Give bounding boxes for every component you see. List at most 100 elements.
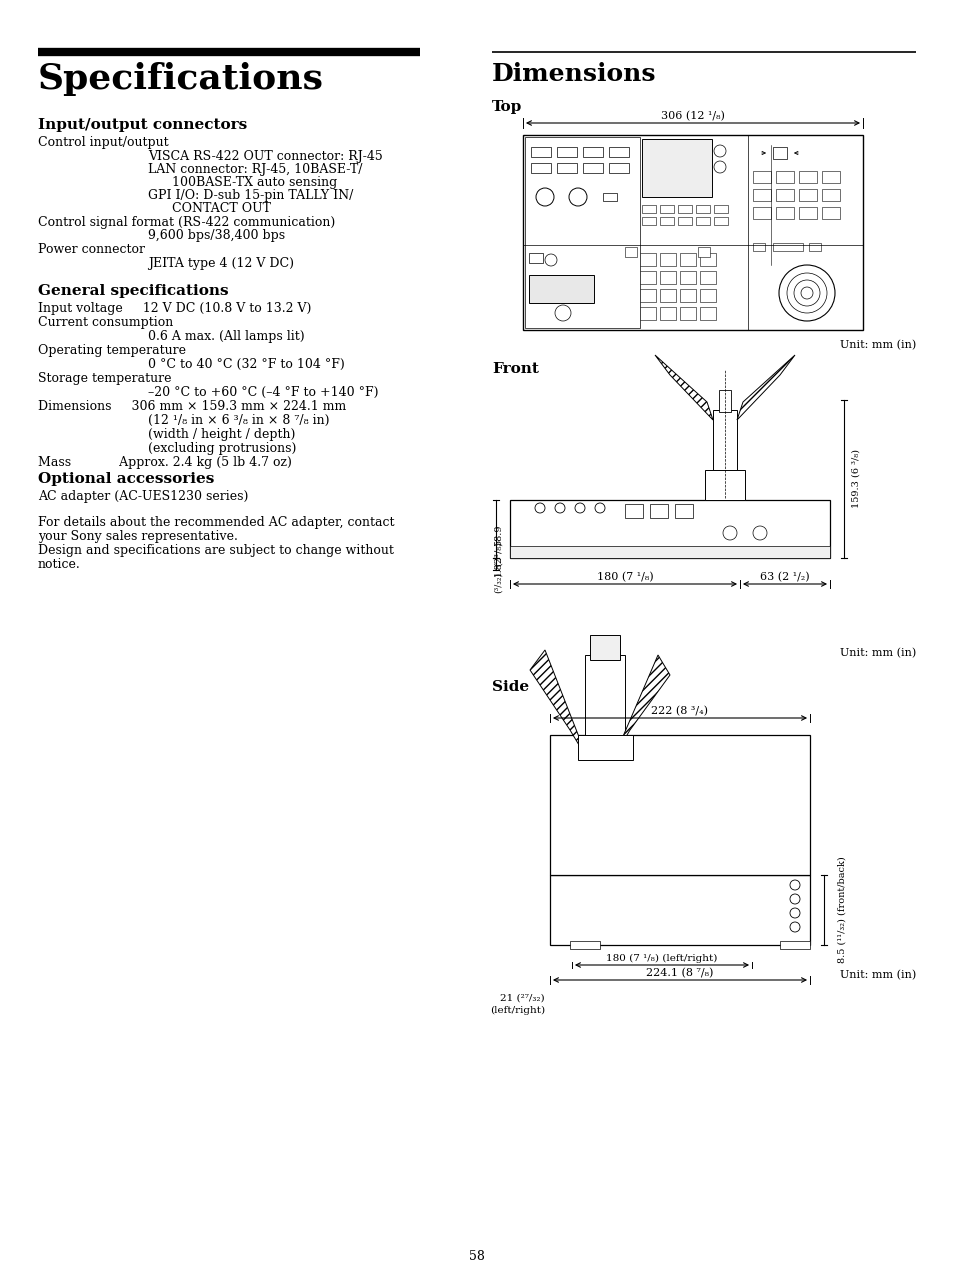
Bar [713,217,727,225]
Text: LAN connector: RJ-45, 10BASE-T/: LAN connector: RJ-45, 10BASE-T/ [148,163,362,176]
Circle shape [789,922,800,933]
Text: (excluding protrusions): (excluding protrusions) [148,442,296,455]
Bar [675,505,692,519]
Bar [557,163,577,173]
Circle shape [555,503,564,513]
Bar [659,307,676,320]
Bar [679,289,696,302]
Bar [696,217,709,225]
Polygon shape [737,355,794,420]
Bar [602,192,617,201]
Bar [799,189,816,201]
Text: 8.5 (¹¹/₃₂) (front/back): 8.5 (¹¹/₃₂) (front/back) [837,856,845,963]
Text: 63 (2 ¹/₂): 63 (2 ¹/₂) [760,572,809,582]
Bar [639,307,656,320]
Bar [719,390,730,412]
Bar [510,499,829,558]
Bar [700,271,716,284]
Bar [775,206,793,219]
Text: JEITA type 4 (12 V DC): JEITA type 4 (12 V DC) [148,257,294,270]
Text: Control input/output: Control input/output [38,136,169,149]
Text: CONTACT OUT: CONTACT OUT [172,203,271,215]
Text: Input/output connectors: Input/output connectors [38,118,247,132]
Text: Dimensions: Dimensions [492,62,656,87]
Text: 224.1 (8 ⁷/₈): 224.1 (8 ⁷/₈) [645,968,713,978]
Bar [679,307,696,320]
Text: Mass            Approx. 2.4 kg (5 lb 4.7 oz): Mass Approx. 2.4 kg (5 lb 4.7 oz) [38,456,292,469]
Bar [772,147,786,159]
Text: 0.6 A max. (All lamps lit): 0.6 A max. (All lamps lit) [148,330,304,343]
Bar [775,189,793,201]
Text: –20 °C to +60 °C (–4 °F to +140 °F): –20 °C to +60 °C (–4 °F to +140 °F) [148,386,378,399]
Text: GPI I/O: D-sub 15-pin TALLY IN/: GPI I/O: D-sub 15-pin TALLY IN/ [148,189,353,203]
Polygon shape [655,355,712,420]
Bar [799,171,816,183]
Circle shape [555,304,571,321]
Text: (width / height / depth): (width / height / depth) [148,428,295,441]
Bar [713,205,727,213]
Bar [557,147,577,157]
Text: Optional accessories: Optional accessories [38,471,214,485]
Bar [584,655,624,745]
Bar [659,217,673,225]
Text: Power connector: Power connector [38,243,145,256]
Text: Storage temperature: Storage temperature [38,372,172,385]
Bar [531,163,551,173]
Bar [608,147,628,157]
Text: 58: 58 [469,1250,484,1263]
Bar [649,505,667,519]
Bar [752,171,770,183]
Polygon shape [530,650,587,761]
Bar [659,254,676,266]
Bar [582,147,602,157]
Text: Operating temperature: Operating temperature [38,344,186,357]
Text: (2³/₈): (2³/₈) [494,541,502,566]
Text: Specifications: Specifications [38,62,324,96]
Text: 180 (7 ¹/₈): 180 (7 ¹/₈) [596,572,653,582]
Bar [752,189,770,201]
Circle shape [568,189,586,206]
Bar [698,247,709,257]
Circle shape [793,280,820,306]
Bar [624,505,642,519]
Text: Dimensions     306 mm × 159.3 mm × 224.1 mm: Dimensions 306 mm × 159.3 mm × 224.1 mm [38,400,346,413]
Bar [569,941,599,949]
Text: (12 ¹/₈ in × 6 ³/₈ in × 8 ⁷/₈ in): (12 ¹/₈ in × 6 ³/₈ in × 8 ⁷/₈ in) [148,414,329,427]
Circle shape [544,254,557,266]
Text: For details about the recommended AC adapter, contact: For details about the recommended AC ada… [38,516,395,529]
Text: 159.3 (6 ³/₈): 159.3 (6 ³/₈) [851,450,860,508]
Bar [821,171,840,183]
Bar [679,254,696,266]
Bar [775,171,793,183]
Bar [696,205,709,213]
Circle shape [535,503,544,513]
Circle shape [786,273,826,313]
Bar [679,271,696,284]
Text: AC adapter (AC-UES1230 series): AC adapter (AC-UES1230 series) [38,490,248,503]
Bar [529,254,542,262]
Text: Design and specifications are subject to change without: Design and specifications are subject to… [38,544,394,557]
Text: Unit: mm (in): Unit: mm (in) [839,648,915,659]
Bar [524,138,639,327]
Bar [641,217,656,225]
Text: 306 (12 ¹/₈): 306 (12 ¹/₈) [660,111,724,121]
Text: Control signal format (RS-422 communication): Control signal format (RS-422 communicat… [38,217,335,229]
Bar [704,470,744,499]
Bar [639,289,656,302]
Circle shape [713,161,725,173]
Circle shape [575,503,584,513]
Bar [712,410,737,470]
Bar [550,875,809,945]
Bar [678,205,691,213]
Text: your Sony sales representative.: your Sony sales representative. [38,530,237,543]
Text: General specifications: General specifications [38,284,229,298]
Text: 222 (8 ³/₄): 222 (8 ³/₄) [651,706,708,716]
Bar [772,243,802,251]
Bar [700,254,716,266]
Bar [799,206,816,219]
Text: Unit: mm (in): Unit: mm (in) [839,970,915,980]
Bar [700,307,716,320]
Circle shape [536,189,554,206]
Bar [659,289,676,302]
Text: 180 (7 ¹/₈) (left/right): 180 (7 ¹/₈) (left/right) [606,954,717,963]
